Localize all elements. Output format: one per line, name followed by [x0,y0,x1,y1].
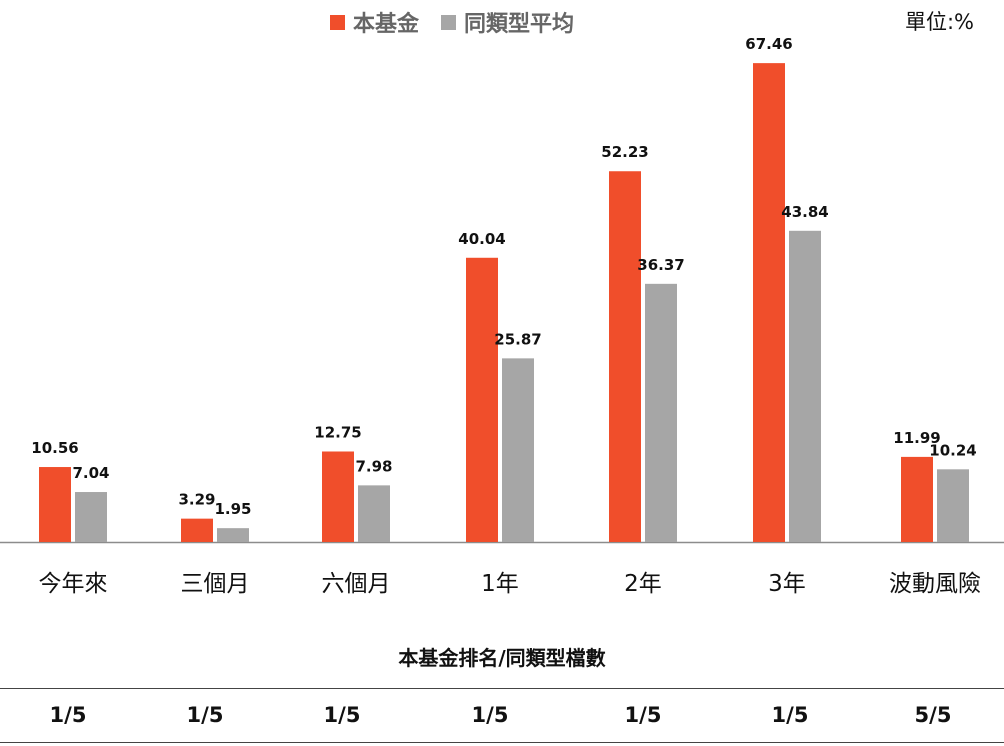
bar-average-4 [645,283,677,542]
legend-item-average: 同類型平均 [441,6,574,38]
data-label-fund-3: 40.04 [458,230,505,248]
ranking-value-6: 5/5 [914,703,952,727]
ranking-value-1: 1/5 [186,703,224,727]
legend-swatch-average [441,14,457,30]
bar-fund-5 [753,63,785,542]
ranking-top-rule [0,688,1004,689]
bar-average-2 [358,485,390,542]
ranking-bottom-rule [0,742,1004,743]
bar-fund-0 [39,467,71,542]
data-label-average-6: 10.24 [929,441,976,459]
data-label-fund-2: 12.75 [314,423,361,441]
x-tick-label-5: 3年 [768,571,806,597]
bar-fund-2 [322,451,354,542]
x-tick-label-0: 今年來 [39,571,108,597]
bar-fund-1 [181,518,213,542]
data-label-average-1: 1.95 [214,500,251,518]
bar-fund-6 [901,456,933,542]
data-label-average-0: 7.04 [72,464,109,482]
ranking-value-0: 1/5 [49,703,87,727]
ranking-value-2: 1/5 [323,703,361,727]
legend-item-fund: 本基金 [330,6,419,38]
x-tick-label-3: 1年 [481,571,519,597]
ranking-value-3: 1/5 [471,703,509,727]
bar-fund-4 [609,171,641,542]
legend-swatch-fund [330,14,345,30]
data-label-fund-1: 3.29 [178,491,215,509]
chart-legend: 本基金 同類型平均 [330,6,596,38]
unit-label: 單位:% [904,10,974,34]
x-tick-label-6: 波動風險 [889,571,981,597]
x-tick-label-2: 六個月 [322,571,391,597]
legend-label-average: 同類型平均 [464,12,575,37]
data-label-average-4: 36.37 [637,256,684,274]
bar-average-1 [217,528,249,542]
data-label-average-5: 43.84 [781,203,828,221]
ranking-title: 本基金排名/同類型檔數 [398,646,606,670]
bar-average-6 [937,469,969,542]
data-label-fund-0: 10.56 [31,439,78,457]
legend-label-fund: 本基金 [353,12,420,37]
data-label-fund-6: 11.99 [893,429,940,447]
bar-fund-3 [466,257,498,542]
x-tick-label-4: 2年 [624,571,662,597]
bar-average-5 [789,230,821,543]
data-label-average-2: 7.98 [355,457,392,475]
data-label-average-3: 25.87 [494,330,541,348]
ranking-value-5: 1/5 [771,703,809,727]
bar-average-0 [75,492,107,542]
ranking-value-4: 1/5 [624,703,662,727]
x-tick-label-1: 三個月 [181,571,250,597]
data-label-fund-4: 52.23 [601,143,648,161]
data-label-fund-5: 67.46 [745,35,792,53]
bar-average-3 [502,358,534,542]
